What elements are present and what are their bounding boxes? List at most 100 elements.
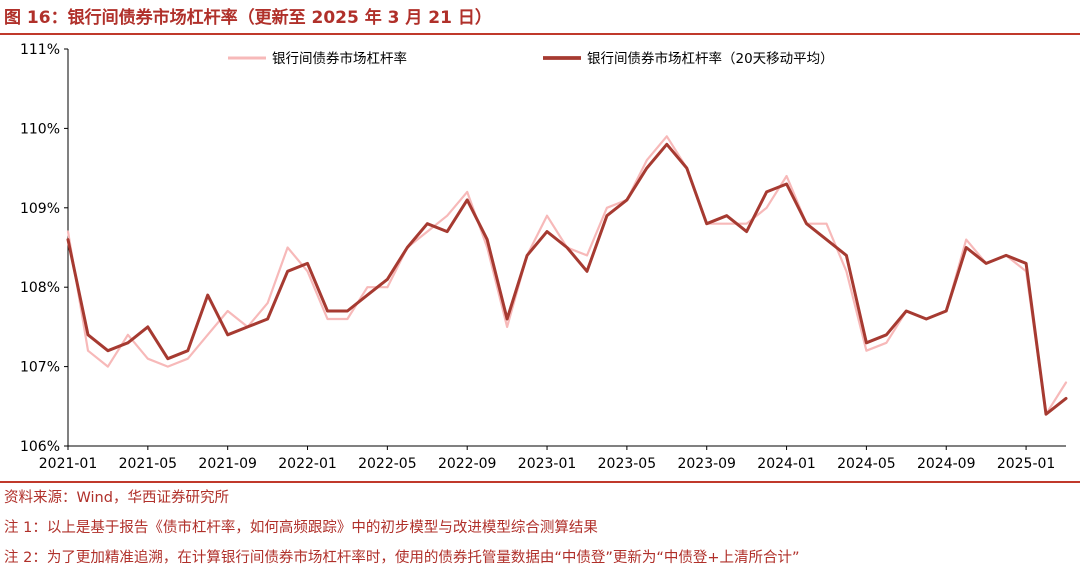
series-ma20-point [266,318,269,320]
series-ma20-point [146,326,149,328]
series-daily-point [865,349,868,352]
series-ma20-point [805,222,808,225]
series-layer [66,135,1068,416]
x-tick-label: 2025-01 [997,456,1056,472]
x-tick-label: 2024-01 [757,456,816,472]
series-ma20-point [1065,397,1067,400]
series-ma20-point [126,341,129,344]
series-ma20-point [606,214,608,217]
y-tick-label: 108% [20,280,60,296]
series-ma20-point [685,167,688,170]
series-ma20-point [366,294,369,297]
series-ma20-point [725,214,728,217]
x-tick-label: 2024-05 [837,456,896,472]
x-tick-label: 2023-01 [518,456,577,472]
series-daily-point [206,333,209,336]
series-ma20-point [825,238,828,241]
series-daily-point [725,222,728,225]
series-daily-point [286,246,289,249]
series-ma20-point [446,230,449,233]
series-ma20-point [865,341,868,344]
series-ma20-point [785,183,788,185]
x-tick-label: 2023-05 [598,456,657,472]
series-daily-point [326,318,329,320]
series-ma20-point [945,310,948,312]
series-ma20-point [326,310,329,312]
series-daily-point [166,365,169,368]
series-ma20-point [586,270,588,273]
series-daily-point [346,318,349,320]
y-tick-label: 111% [20,42,60,58]
series-daily-point [306,270,309,273]
series-ma20-point [1025,262,1027,265]
series-daily-point [506,326,509,328]
series-daily-point [546,214,548,217]
series-ma20-point [226,333,229,336]
series-daily-point [266,302,269,304]
series-daily-point [745,222,748,225]
series-daily-point [366,286,369,289]
series-daily-point [785,175,788,177]
axes: 106% 107% 108% 109% 110% 111% 2021-01 2021-05 20… [20,42,1066,472]
footnote-1: 注 1：以上是基于报告《债市杠杆率，如何高频跟踪》中的初步模型与改进模型综合测算… [4,520,598,536]
series-ma20-point [1005,254,1008,257]
series-daily-point [226,310,229,312]
series-ma20-point [645,167,648,170]
series-ma20-point [67,238,69,241]
series-daily-point [107,365,109,368]
series-ma20-line [66,142,1068,416]
series-ma20-point [206,294,209,297]
legend-label-daily: 银行间债券市场杠杆率 [272,50,407,67]
y-tick-label: 110% [20,121,60,137]
y-tick-label: 109% [20,201,60,217]
series-ma20-point [905,310,908,312]
series-ma20-point [166,357,169,360]
series-ma20-point [426,222,429,225]
series-ma20-point [765,191,768,193]
series-daily-point [845,270,848,273]
series-ma20-point [107,349,109,352]
series-daily-point [186,357,189,360]
series-ma20-point [665,143,668,146]
series-ma20-point [246,326,249,328]
footnote-2: 注 2：为了更加精准追溯，在计算银行间债券市场杠杆率时，使用的债券托管量数据由“… [4,550,800,566]
series-daily-point [386,286,389,289]
series-ma20-point [1045,413,1047,416]
series-daily-point [665,135,668,138]
series-daily-point [87,349,89,352]
series-ma20-point [745,230,748,233]
series-ma20-point [286,270,289,273]
series-ma20-point [466,198,469,201]
series-ma20-point [925,318,928,320]
y-tick-label: 106% [20,439,60,455]
x-tick-label: 2021-01 [39,456,98,472]
legend: 银行间债券市场杠杆率 银行间债券市场杠杆率（20天移动平均） [228,50,834,67]
y-tick-label: 107% [20,360,60,376]
series-ma20-point [486,238,489,241]
series-daily-point [586,254,588,257]
x-tick-label: 2022-09 [438,456,497,472]
series-ma20-point [406,246,409,249]
series-daily-point [426,230,429,233]
x-tick-label: 2022-05 [358,456,417,472]
series-ma20-point [625,198,628,201]
series-ma20-point [386,278,389,281]
series-daily-point [765,206,768,209]
series-daily-point [885,341,888,344]
bottom-rule [0,481,1080,483]
x-tick-label: 2022-01 [278,456,337,472]
legend-label-ma20: 银行间债券市场杠杆率（20天移动平均） [587,50,834,67]
x-tick-label: 2021-05 [119,456,178,472]
series-daily-point [126,333,129,336]
series-daily-point [965,238,968,241]
source-note: 资料来源：Wind，华西证券研究所 [4,490,229,506]
series-ma20-point [87,333,89,336]
leverage-line-chart: 106% 107% 108% 109% 110% 111% 2021-01 2021-05 20… [20,42,1068,472]
series-ma20-point [985,262,988,265]
series-ma20-point [566,246,568,249]
figure-title: 图 16：银行间债券市场杠杆率（更新至 2025 年 3 月 21 日） [4,8,492,28]
x-tick-label: 2021-09 [198,456,257,472]
series-ma20-point [186,349,189,352]
series-ma20-point [526,254,528,257]
series-daily-point [825,222,828,225]
